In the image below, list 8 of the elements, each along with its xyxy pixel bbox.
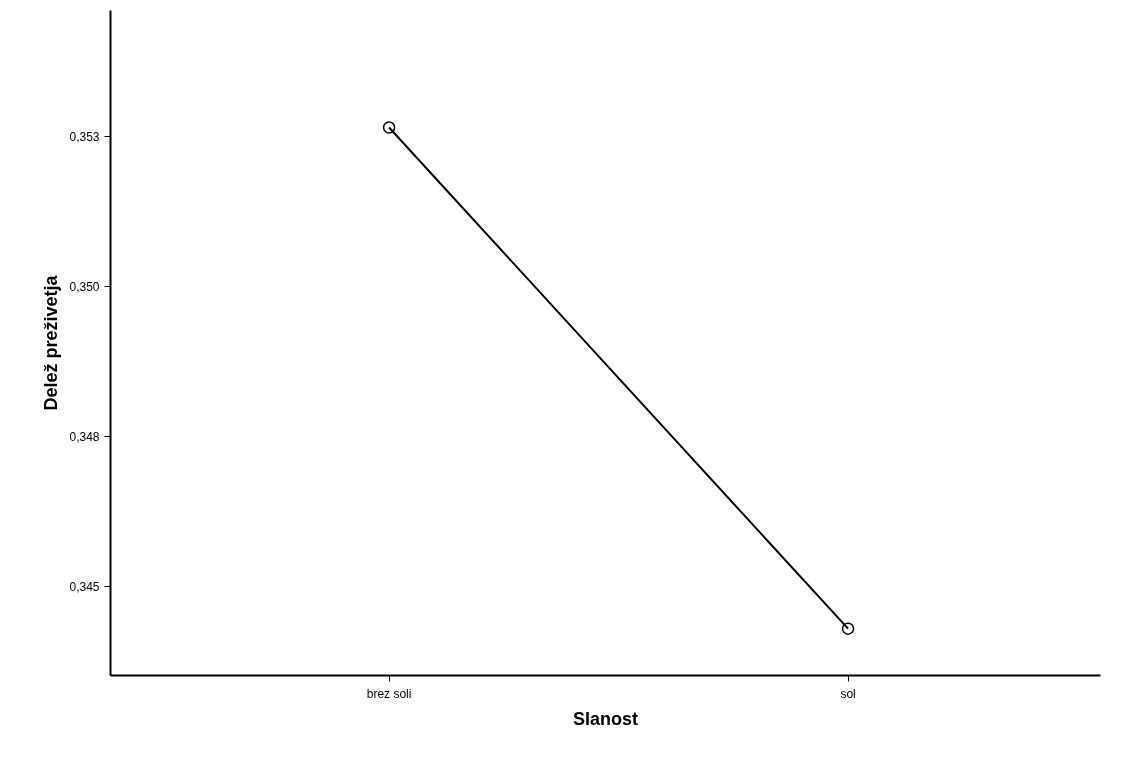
x-axis-title: Slanost	[572, 708, 639, 729]
x-tick-label: sol	[840, 686, 856, 701]
y-tick-label: 0,345	[69, 580, 100, 595]
y-tick-label: 0,348	[69, 430, 100, 445]
y-axis-title: Delež preživetja	[41, 274, 62, 411]
y-tick-label: 0,350	[69, 280, 100, 295]
x-tick-label: brez soli	[366, 686, 412, 701]
y-tick-label: 0,353	[69, 130, 100, 145]
